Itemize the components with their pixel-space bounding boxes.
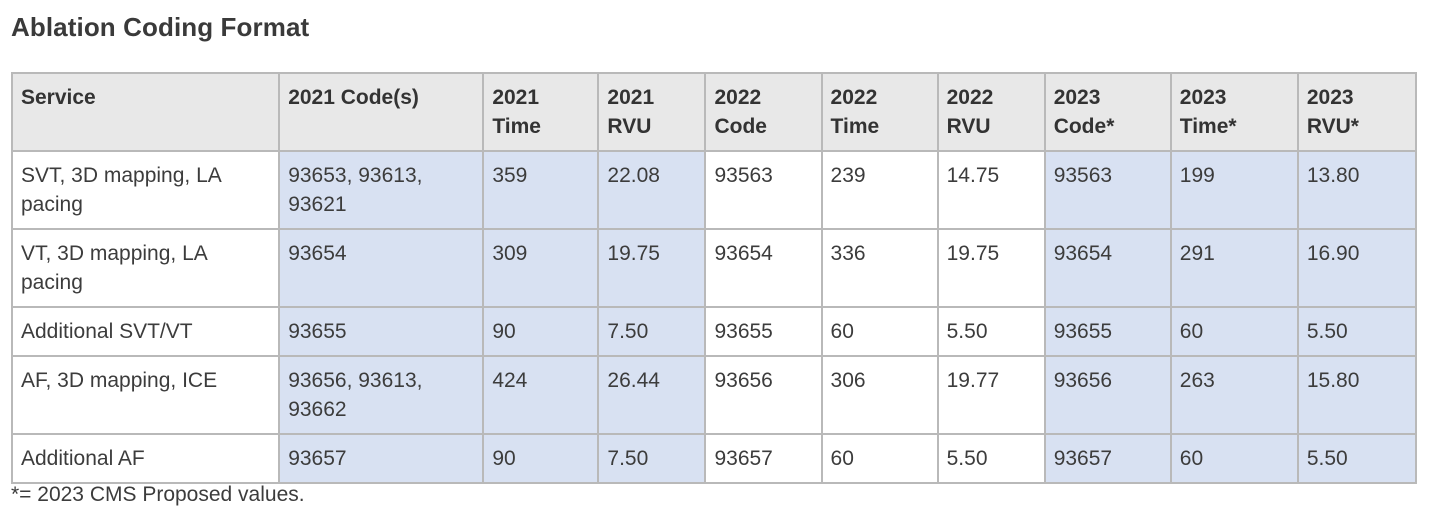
cell-2021-rvu: 19.75 (597, 228, 707, 308)
header-2023-code: 2023 Code* (1043, 72, 1172, 152)
cell-2023-code: 93655 (1043, 306, 1172, 357)
table-row: Additional SVT/VT 93655 90 7.50 93655 60… (10, 306, 1418, 357)
cell-2021-codes: 93654 (278, 228, 485, 308)
cell-2022-time: 60 (820, 433, 939, 484)
cell-2022-time: 239 (820, 150, 939, 230)
cell-2023-rvu: 13.80 (1296, 150, 1418, 230)
cell-2021-time: 90 (482, 433, 600, 484)
cell-2021-time: 90 (482, 306, 600, 357)
cell-2022-rvu: 5.50 (936, 306, 1046, 357)
header-service: Service (10, 72, 281, 152)
cell-2023-time: 60 (1169, 433, 1299, 484)
cell-2022-code: 93656 (704, 355, 823, 435)
cell-2023-rvu: 16.90 (1296, 228, 1418, 308)
cell-2022-code: 93655 (704, 306, 823, 357)
header-2023-time: 2023 Time* (1169, 72, 1299, 152)
cell-2021-codes: 93655 (278, 306, 485, 357)
cell-2023-time: 263 (1169, 355, 1299, 435)
cell-2023-code: 93657 (1043, 433, 1172, 484)
cell-2021-rvu: 22.08 (597, 150, 707, 230)
cell-service: SVT, 3D mapping, LA pacing (10, 150, 281, 230)
cell-2021-rvu: 26.44 (597, 355, 707, 435)
cell-2021-codes: 93653, 93613, 93621 (278, 150, 485, 230)
cell-2022-time: 60 (820, 306, 939, 357)
cell-2023-rvu: 15.80 (1296, 355, 1418, 435)
cell-2021-rvu: 7.50 (597, 306, 707, 357)
cell-2022-rvu: 19.75 (936, 228, 1046, 308)
header-2022-time: 2022 Time (820, 72, 939, 152)
table-row: AF, 3D mapping, ICE 93656, 93613, 93662 … (10, 355, 1418, 435)
cell-2021-codes: 93657 (278, 433, 485, 484)
cell-2021-time: 424 (482, 355, 600, 435)
header-2021-rvu: 2021 RVU (597, 72, 707, 152)
table-row: SVT, 3D mapping, LA pacing 93653, 93613,… (10, 150, 1418, 230)
header-2021-codes: 2021 Code(s) (278, 72, 485, 152)
cell-2023-time: 60 (1169, 306, 1299, 357)
header-2022-rvu: 2022 RVU (936, 72, 1046, 152)
cell-2022-rvu: 14.75 (936, 150, 1046, 230)
table-row: VT, 3D mapping, LA pacing 93654 309 19.7… (10, 228, 1418, 308)
cell-2023-code: 93563 (1043, 150, 1172, 230)
cell-2021-rvu: 7.50 (597, 433, 707, 484)
cell-2021-time: 359 (482, 150, 600, 230)
cell-2023-time: 291 (1169, 228, 1299, 308)
cell-2022-code: 93654 (704, 228, 823, 308)
cell-2022-time: 306 (820, 355, 939, 435)
header-2022-code: 2022 Code (704, 72, 823, 152)
cell-2022-code: 93563 (704, 150, 823, 230)
cell-2023-rvu: 5.50 (1296, 306, 1418, 357)
cell-service: Additional AF (10, 433, 281, 484)
cell-service: AF, 3D mapping, ICE (10, 355, 281, 435)
footnote: *= 2023 CMS Proposed values. (11, 483, 305, 506)
cell-2023-rvu: 5.50 (1296, 433, 1418, 484)
cell-2023-code: 93654 (1043, 228, 1172, 308)
cell-2022-time: 336 (820, 228, 939, 308)
cell-2022-code: 93657 (704, 433, 823, 484)
table-header-row: Service 2021 Code(s) 2021 Time 2021 RVU … (10, 72, 1418, 152)
cell-service: Additional SVT/VT (10, 306, 281, 357)
ablation-coding-table: Service 2021 Code(s) 2021 Time 2021 RVU … (10, 72, 1418, 484)
cell-2022-rvu: 19.77 (936, 355, 1046, 435)
cell-service: VT, 3D mapping, LA pacing (10, 228, 281, 308)
table-row: Additional AF 93657 90 7.50 93657 60 5.5… (10, 433, 1418, 484)
header-2021-time: 2021 Time (482, 72, 600, 152)
cell-2023-code: 93656 (1043, 355, 1172, 435)
cell-2021-codes: 93656, 93613, 93662 (278, 355, 485, 435)
cell-2023-time: 199 (1169, 150, 1299, 230)
page-title: Ablation Coding Format (11, 12, 310, 42)
header-2023-rvu: 2023 RVU* (1296, 72, 1418, 152)
cell-2021-time: 309 (482, 228, 600, 308)
cell-2022-rvu: 5.50 (936, 433, 1046, 484)
